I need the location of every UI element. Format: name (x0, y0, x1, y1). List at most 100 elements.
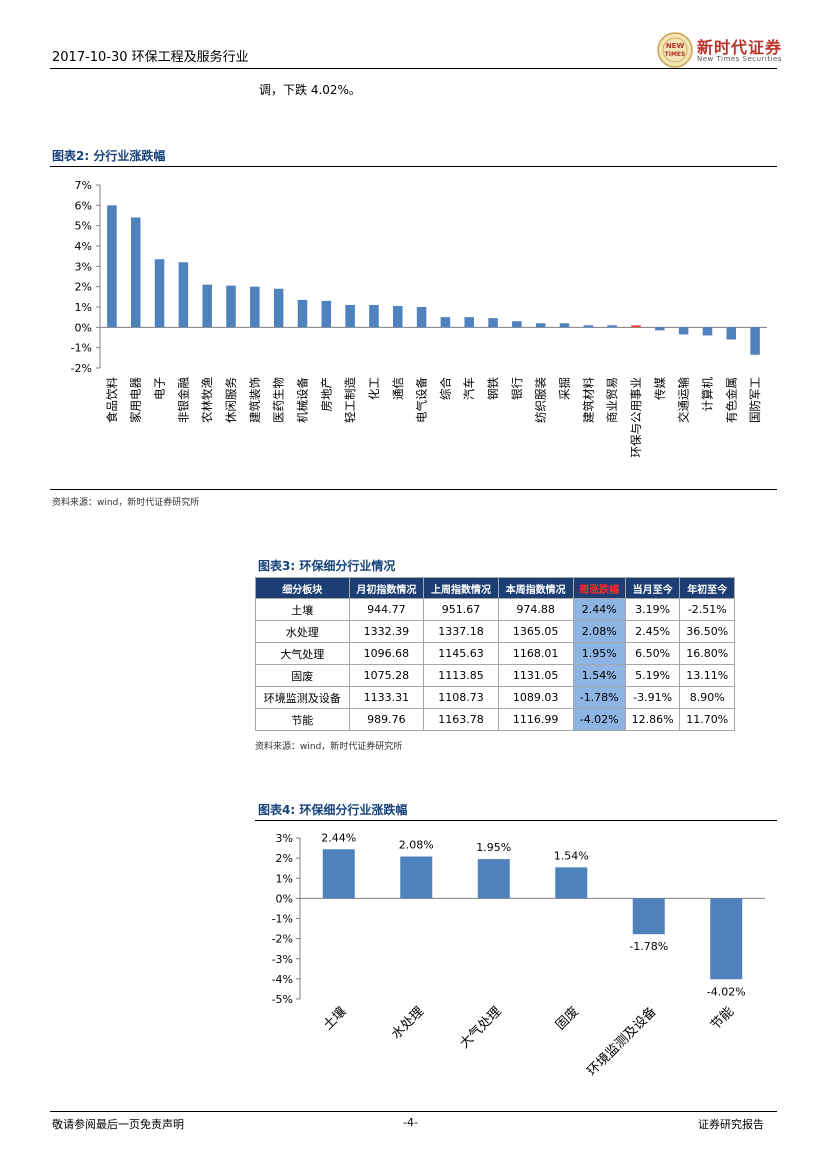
figure2-bar (559, 323, 570, 328)
figure2-x-tick-label: 建筑材料 (581, 377, 595, 423)
figure2-bar (726, 327, 737, 340)
table-header-cell: 周涨跌幅 (572, 577, 626, 599)
figure2-x-tick-label: 国防军工 (748, 377, 762, 423)
logo-text-cn: 新时代证券 (697, 38, 783, 57)
figure3-table: 细分板块 月初指数情况 上周指数情况 本周指数情况 周涨跌幅 当月至今 年初至今 土壤 944… (255, 577, 735, 731)
figure2-bar (321, 300, 332, 328)
figure4-x-tick-label: 大气处理 (456, 1004, 504, 1052)
table-cell: 11.70% (679, 708, 735, 731)
table-cell: 1.54% (572, 664, 626, 687)
figure2-chart: 7% 6% 5% 4% 3% 2% 1% 0% -1% -2% 食品饮料 家用电器 电子 非银金融 农林牧渔… (71, 179, 767, 458)
figure2-bar (393, 305, 403, 328)
figure2-x-tick-label: 医药生物 (272, 377, 286, 423)
figure2-top-rule (50, 166, 777, 167)
figure2-bar (273, 288, 284, 328)
table-header-cell: 当月至今 (624, 577, 681, 599)
figure4-bar (400, 856, 433, 899)
figure2-x-tick-label: 交通运输 (677, 377, 691, 423)
table-header-cell: 上周指数情况 (423, 577, 499, 599)
figure2-bar (416, 307, 427, 328)
figure2-x-tick-label: 房地产 (319, 377, 333, 412)
footer-rule (50, 1111, 777, 1112)
figure2-bar (750, 327, 760, 355)
figure2-x-tick-label: 化工 (367, 377, 381, 400)
figure4-data-label: -1.78% (629, 940, 668, 953)
figure4-x-tick-label: 水处理 (389, 1004, 427, 1042)
figure2-x-tick-label: 综合 (438, 377, 452, 400)
figure4-bar (322, 849, 355, 899)
table-cell: 大气处理 (255, 642, 350, 665)
table-cell: 989.76 (348, 708, 425, 731)
figure2-x-tick-label: 农林牧渔 (200, 377, 214, 423)
table-cell: 1075.28 (348, 664, 425, 687)
figure2-y-tick-label: 6% (75, 199, 92, 212)
figure2-bar (655, 327, 665, 331)
figure2-y-tick-label: 0% (75, 321, 92, 334)
table-cell: 36.50% (679, 620, 735, 643)
figure2-x-tick-label: 汽车 (462, 377, 476, 400)
figure2-bar (369, 304, 379, 328)
figure4-y-tick-label: -2% (272, 933, 293, 946)
table-cell: 12.86% (624, 708, 681, 731)
figure4-x-tick-label: 土壤 (320, 1004, 350, 1034)
footer-report-type: 证券研究报告 (698, 1118, 764, 1131)
table-cell: 1113.85 (423, 664, 499, 687)
figure2-y-tick-label: 3% (75, 260, 92, 273)
figure4-data-label: 2.44% (321, 831, 356, 844)
figure4-top-rule (255, 820, 777, 821)
table-cell: 1089.03 (497, 686, 574, 709)
figure2-bar (297, 299, 308, 328)
figure3-title: 图表3: 环保细分行业情况 (258, 559, 396, 573)
table-cell: 13.11% (679, 664, 735, 687)
figure4-y-tick-label: -5% (272, 993, 293, 1006)
table-cell: 6.50% (624, 642, 681, 665)
table-row: 环境监测及设备 1133.31 1108.73 1089.03 -1.78% -3.91%… (255, 686, 735, 709)
figure2-x-tick-label: 休闲服务 (224, 377, 238, 423)
figure2-bar (250, 286, 260, 328)
figure2-x-tick-label: 机械设备 (295, 377, 309, 423)
figure4-bar (555, 867, 588, 899)
figure4-y-tick-label: 2% (276, 852, 293, 865)
figure2-x-tick-label: 电气设备 (415, 377, 429, 423)
table-cell: 1168.01 (497, 642, 574, 665)
figure2-bar (226, 285, 236, 328)
figure4-chart: 3% 2% 1% 0% -1% -2% -3% -4% -5% 2.44% 土壤 2.08% 水处理 1.… (272, 831, 765, 1079)
figure2-x-tick-label: 电子 (153, 377, 167, 400)
table-cell: 8.90% (679, 686, 735, 709)
table-cell: -1.78% (572, 686, 626, 709)
table-row: 节能 989.76 1163.78 1116.99 -4.02% 12.86% 11.70% (255, 708, 735, 731)
figure4-bar (477, 859, 510, 899)
table-cell: 1116.99 (497, 708, 574, 731)
logo-badge-text-2: TIMES (665, 51, 686, 58)
figure2-bar (678, 327, 689, 335)
company-logo: NEW TIMES (655, 30, 785, 70)
figure4-y-tick-label: -1% (272, 913, 293, 926)
figure2-bar (345, 304, 355, 328)
table-header-row: 细分板块 月初指数情况 上周指数情况 本周指数情况 周涨跌幅 当月至今 年初至今 (255, 577, 735, 599)
figure4-y-tick-label: -3% (272, 953, 293, 966)
figure2-y-tick-label: 4% (75, 240, 92, 253)
logo-text-en: New Times Securities (697, 55, 782, 63)
figure2-source: 资料来源：wind，新时代证券研究所 (52, 498, 200, 508)
figure2-bottom-rule (50, 489, 777, 490)
table-cell: 土壤 (255, 598, 350, 621)
figure2-x-tick-label: 环保与公用事业 (629, 377, 643, 458)
figure4-data-label: 1.95% (476, 841, 511, 854)
figure4-data-label: 2.08% (399, 839, 434, 852)
table-header-cell: 细分板块 (255, 577, 350, 599)
figure4-y-tick-label: -4% (272, 973, 293, 986)
figure4-y-tick-label: 3% (276, 832, 293, 845)
table-cell: 1332.39 (348, 620, 425, 643)
table-cell: -3.91% (624, 686, 681, 709)
figure2-title: 图表2: 分行业涨跌幅 (52, 149, 166, 163)
table-cell: 1131.05 (497, 664, 574, 687)
figure4-bar (632, 898, 665, 935)
figure2-x-tick-label: 银行 (510, 377, 524, 400)
figure2-y-tick-label: 1% (75, 301, 92, 314)
table-cell: 5.19% (624, 664, 681, 687)
figure2-x-tick-label: 家用电器 (129, 377, 143, 423)
table-cell: 3.19% (624, 598, 681, 621)
table-cell: 16.80% (679, 642, 735, 665)
figure2-bar (535, 323, 546, 328)
figure2-bar (130, 217, 141, 328)
